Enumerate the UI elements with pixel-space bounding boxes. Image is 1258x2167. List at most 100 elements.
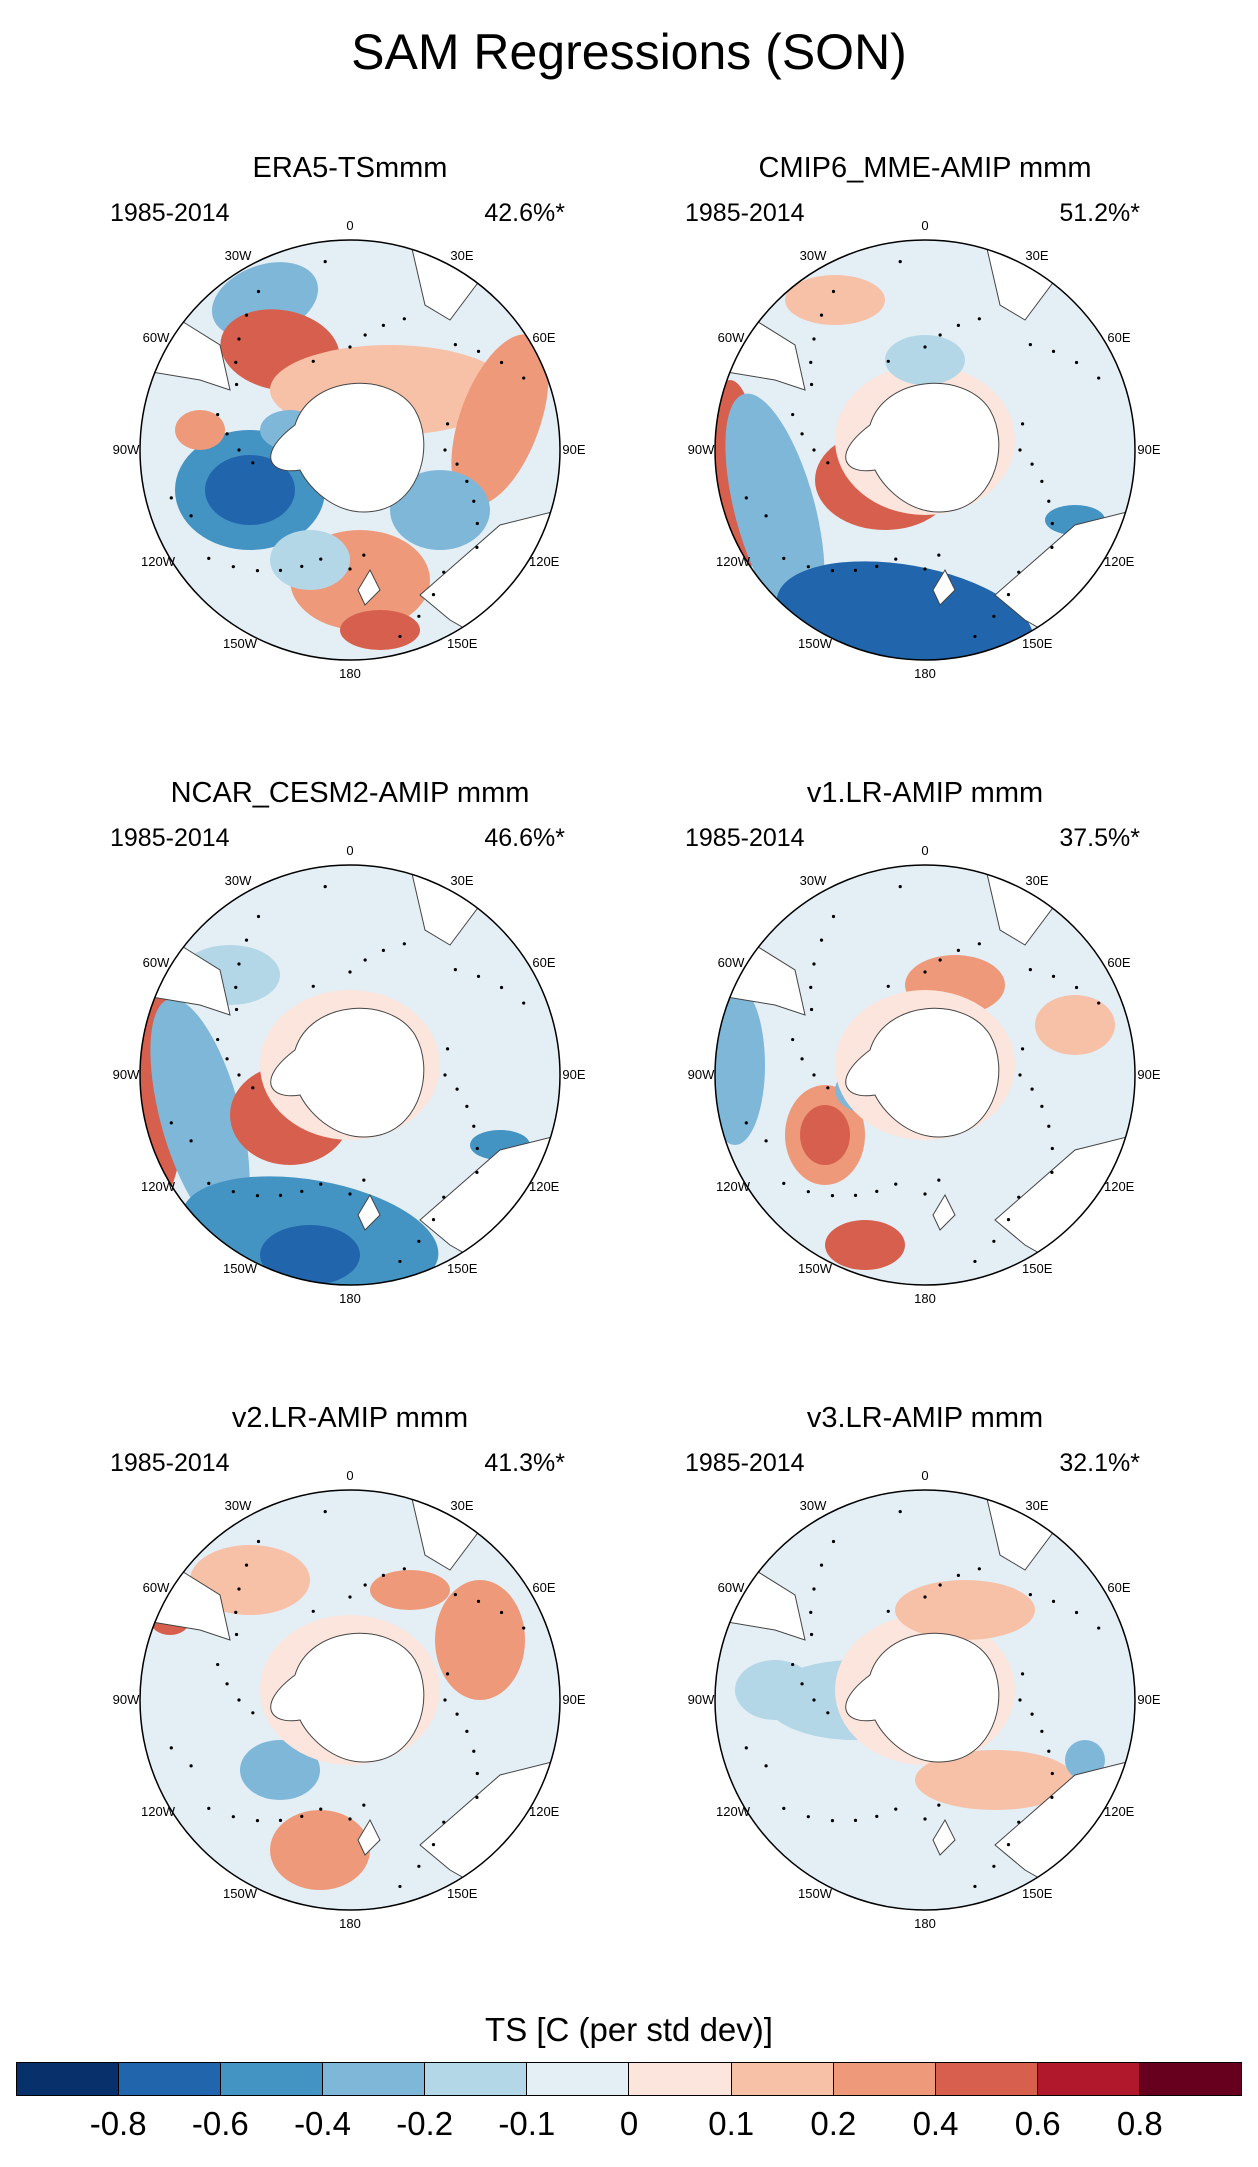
significance-dot: [443, 1698, 447, 1702]
significance-dot: [207, 1181, 211, 1185]
anomaly-region: [715, 985, 765, 1145]
significance-dot: [398, 634, 402, 639]
significance-dot: [853, 568, 858, 572]
significance-dot: [348, 1192, 352, 1196]
colorbar-tick-label: 0: [619, 2105, 639, 2142]
significance-dot: [363, 1583, 367, 1587]
significance-dot: [476, 1599, 481, 1603]
polar-map: [714, 1489, 1136, 1911]
longitude-label: 30W: [799, 1498, 827, 1513]
significance-dot: [216, 1037, 220, 1042]
colorbar-tick-label: -0.8: [89, 2105, 147, 2142]
significance-dot: [744, 1746, 748, 1750]
significance-dot: [1047, 1749, 1051, 1753]
panel-period: 1985-2014: [685, 199, 805, 227]
anomaly-region: [800, 1105, 850, 1165]
significance-dot: [431, 1218, 436, 1222]
significance-dot: [809, 382, 814, 387]
significance-dot: [363, 958, 367, 962]
significance-dot: [499, 360, 504, 365]
significance-dot: [255, 1193, 260, 1198]
colorbar-tick-label: -0.2: [396, 2105, 454, 2142]
anomaly-region: [735, 1660, 815, 1720]
significance-dot: [1006, 1843, 1011, 1847]
significance-dot: [445, 1672, 450, 1676]
panel-title: ERA5-TSmmm: [252, 152, 448, 184]
colorbar-swatch: [731, 2063, 834, 2095]
antarctica: [845, 1632, 1000, 1763]
significance-dot: [189, 1764, 193, 1768]
map-panel-v1: v1.LR-AMIP mmm 1985-2014 37.5%* 0 30E 60E 9…: [645, 775, 1205, 1335]
significance-dot: [923, 567, 927, 571]
anomaly-region: [825, 1220, 905, 1270]
significance-dot: [442, 1820, 446, 1824]
significance-dot: [348, 1595, 352, 1599]
significance-dot: [819, 1563, 824, 1567]
longitude-label: 30W: [224, 873, 252, 888]
significance-dot: [894, 1807, 898, 1811]
anomaly-region: [175, 410, 225, 450]
panel-period: 1985-2014: [685, 1449, 805, 1477]
significance-dot: [1020, 1047, 1025, 1051]
longitude-label: 150E: [1022, 1885, 1053, 1901]
significance-dot: [237, 448, 241, 452]
significance-dot: [323, 885, 327, 889]
significance-dot: [323, 1510, 327, 1514]
significance-dot: [499, 985, 504, 990]
significance-dot: [244, 938, 249, 942]
longitude-label: 120E: [528, 554, 560, 569]
significance-dot: [1050, 1795, 1054, 1800]
panel-title: CMIP6_MME-AMIP mmm: [758, 152, 1092, 184]
significance-dot: [237, 962, 241, 966]
significance-dot: [992, 1864, 996, 1868]
significance-dot: [319, 557, 323, 561]
significance-dot: [398, 1884, 402, 1889]
significance-dot: [465, 1729, 469, 1733]
significance-dot: [894, 557, 898, 561]
significance-dot: [225, 1682, 229, 1686]
anomaly-region: [270, 1810, 370, 1890]
significance-dot: [812, 962, 816, 966]
significance-dot: [977, 942, 981, 946]
significance-dot: [1028, 968, 1032, 972]
significance-dot: [1018, 448, 1022, 452]
significance-dot: [234, 382, 239, 387]
significance-dot: [791, 1037, 795, 1042]
significance-dot: [812, 337, 816, 341]
colorbar-swatch: [935, 2063, 1038, 2095]
significance-dot: [256, 289, 261, 294]
significance-dot: [443, 448, 447, 452]
anomaly-region: [435, 1580, 525, 1700]
significance-dot: [231, 565, 235, 569]
polar-map: [139, 864, 561, 1286]
significance-dot: [348, 345, 352, 349]
significance-dot: [402, 942, 406, 946]
significance-dot: [216, 412, 220, 417]
significance-dot: [1018, 1698, 1022, 1702]
longitude-label: 90W: [687, 1692, 715, 1707]
longitude-label: 150E: [447, 1260, 478, 1276]
longitude-label: 150W: [798, 1260, 832, 1276]
significance-dot: [819, 313, 824, 317]
longitude-label: 30W: [224, 248, 252, 263]
significance-dot: [806, 565, 810, 569]
significance-dot: [234, 1632, 239, 1637]
significance-dot: [465, 1104, 469, 1108]
anomaly-region: [340, 610, 420, 650]
colorbar-tick-label: -0.6: [191, 2105, 249, 2142]
longitude-label: 30W: [224, 1498, 252, 1513]
longitude-label: 180: [339, 1916, 361, 1931]
significance-dot: [323, 260, 327, 264]
longitude-label: 120W: [141, 1179, 175, 1194]
significance-dot: [809, 360, 813, 364]
significance-dot: [791, 412, 795, 417]
longitude-label: 90W: [687, 442, 715, 457]
map-panel-v2: v2.LR-AMIP mmm 1985-2014 41.3%* 0 30E 60E 9…: [70, 1400, 630, 1960]
significance-dot: [831, 1539, 836, 1544]
significance-dot: [977, 317, 981, 321]
significance-dot: [381, 1573, 385, 1577]
antarctica: [845, 1007, 1000, 1138]
significance-dot: [311, 359, 315, 363]
significance-dot: [894, 1182, 898, 1186]
significance-dot: [244, 313, 249, 317]
